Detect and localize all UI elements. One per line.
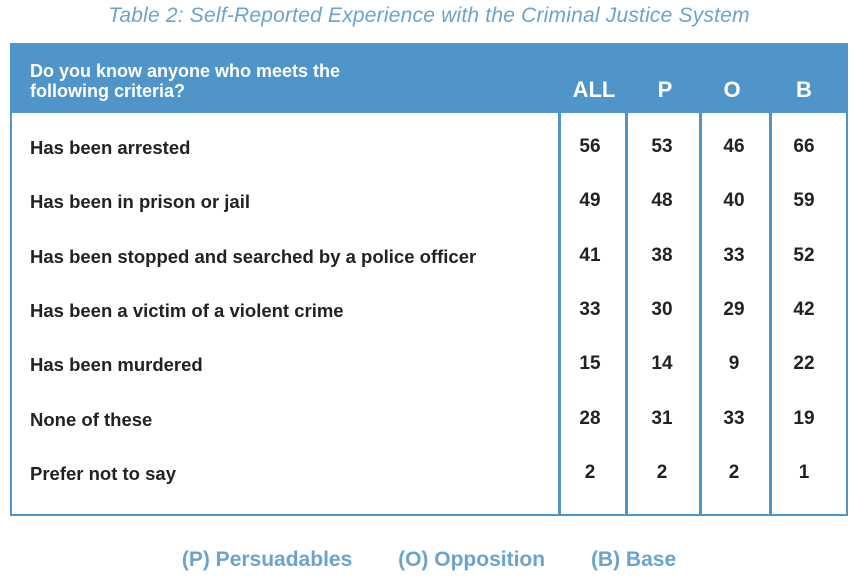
legend-item-opposition: (O) Opposition bbox=[398, 548, 546, 571]
row-label: Has been murdered bbox=[30, 354, 203, 375]
table-cell: 49 bbox=[579, 190, 601, 211]
column-divider bbox=[699, 113, 702, 516]
table-cell: 33 bbox=[579, 299, 601, 320]
table-cell: 15 bbox=[579, 353, 601, 374]
column-header-p: P bbox=[657, 77, 673, 102]
row-label: None of these bbox=[30, 409, 153, 430]
table-cell: 9 bbox=[728, 353, 740, 374]
data-table: Do you know anyone who meets the followi… bbox=[10, 43, 848, 516]
column-divider bbox=[769, 113, 772, 516]
legend-item-base: (B) Base bbox=[590, 548, 677, 571]
table-row: Has been a victim of a violent crime 33 30… bbox=[12, 283, 846, 337]
row-label: Has been arrested bbox=[30, 137, 191, 158]
table-cell: 22 bbox=[793, 353, 815, 374]
table-header: Do you know anyone who meets the followi… bbox=[12, 45, 846, 113]
table-cell: 46 bbox=[723, 136, 745, 157]
header-question: Do you know anyone who meets the followi… bbox=[30, 61, 341, 101]
row-label: Prefer not to say bbox=[30, 463, 176, 484]
table-cell: 14 bbox=[651, 353, 673, 374]
table-cell: 38 bbox=[651, 245, 673, 266]
table-cell: 29 bbox=[723, 299, 745, 320]
table-cell: 1 bbox=[798, 462, 810, 483]
column-header-b: B bbox=[796, 77, 812, 102]
column-divider bbox=[625, 113, 628, 516]
table-cell: 31 bbox=[651, 408, 673, 429]
table-cell: 33 bbox=[723, 245, 745, 266]
table-row: Has been in prison or jail 49 48 40 59 bbox=[12, 174, 846, 228]
column-header-all: ALL bbox=[572, 77, 616, 102]
table-cell: 42 bbox=[793, 299, 815, 320]
legend: (P) Persuadables (O) Opposition (B) Base bbox=[0, 548, 858, 572]
table-cell: 48 bbox=[651, 190, 673, 211]
table-row: Has been arrested 56 53 46 66 bbox=[12, 120, 846, 174]
table-cell: 28 bbox=[579, 408, 601, 429]
column-divider bbox=[558, 113, 561, 516]
table-row: Prefer not to say 2 2 2 1 bbox=[12, 446, 846, 500]
table-cell: 2 bbox=[584, 462, 596, 483]
row-label: Has been stopped and searched by a polic… bbox=[30, 246, 477, 267]
row-label: Has been a victim of a violent crime bbox=[30, 300, 344, 321]
table-title: Table 2: Self-Reported Experience with t… bbox=[108, 4, 750, 27]
table-cell: 2 bbox=[656, 462, 668, 483]
table-cell: 33 bbox=[723, 408, 745, 429]
column-header-o: O bbox=[723, 77, 741, 102]
table-cell: 41 bbox=[579, 245, 601, 266]
table-row: None of these 28 31 33 19 bbox=[12, 392, 846, 446]
table-cell: 56 bbox=[579, 136, 601, 157]
table-cell: 59 bbox=[793, 190, 815, 211]
row-label: Has been in prison or jail bbox=[30, 191, 250, 212]
table-cell: 30 bbox=[651, 299, 673, 320]
table-row: Has been murdered 15 14 9 22 bbox=[12, 337, 846, 391]
table-cell: 19 bbox=[793, 408, 815, 429]
table-row: Has been stopped and searched by a polic… bbox=[12, 229, 846, 283]
table-cell: 53 bbox=[651, 136, 673, 157]
table-cell: 66 bbox=[793, 136, 815, 157]
table-cell: 40 bbox=[723, 190, 745, 211]
legend-item-persuadables: (P) Persuadables bbox=[181, 548, 353, 571]
table-cell: 2 bbox=[728, 462, 740, 483]
table-cell: 52 bbox=[793, 245, 815, 266]
